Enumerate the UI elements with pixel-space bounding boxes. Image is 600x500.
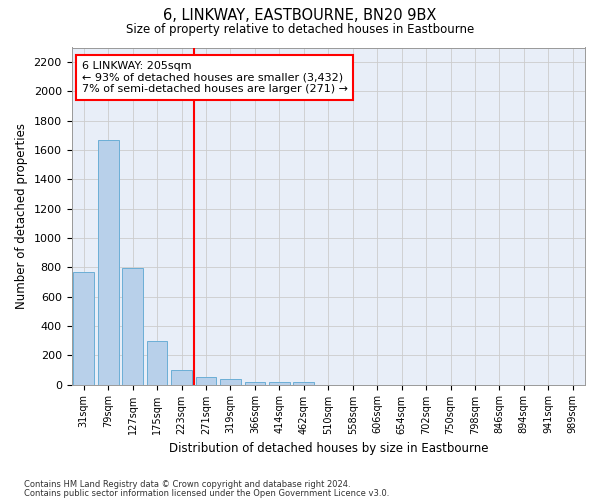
Text: Contains public sector information licensed under the Open Government Licence v3: Contains public sector information licen…: [24, 488, 389, 498]
Text: 6, LINKWAY, EASTBOURNE, BN20 9BX: 6, LINKWAY, EASTBOURNE, BN20 9BX: [163, 8, 437, 22]
Bar: [220, 380, 241, 384]
Bar: [293, 382, 314, 384]
Text: Contains HM Land Registry data © Crown copyright and database right 2024.: Contains HM Land Registry data © Crown c…: [24, 480, 350, 489]
Bar: [196, 377, 217, 384]
Bar: [245, 382, 265, 384]
Text: 6 LINKWAY: 205sqm
← 93% of detached houses are smaller (3,432)
7% of semi-detach: 6 LINKWAY: 205sqm ← 93% of detached hous…: [82, 61, 348, 94]
Bar: [73, 272, 94, 384]
Bar: [98, 140, 119, 384]
Bar: [147, 340, 167, 384]
Bar: [122, 268, 143, 384]
X-axis label: Distribution of detached houses by size in Eastbourne: Distribution of detached houses by size …: [169, 442, 488, 455]
Text: Size of property relative to detached houses in Eastbourne: Size of property relative to detached ho…: [126, 22, 474, 36]
Bar: [269, 382, 290, 384]
Y-axis label: Number of detached properties: Number of detached properties: [15, 123, 28, 309]
Bar: [171, 370, 192, 384]
